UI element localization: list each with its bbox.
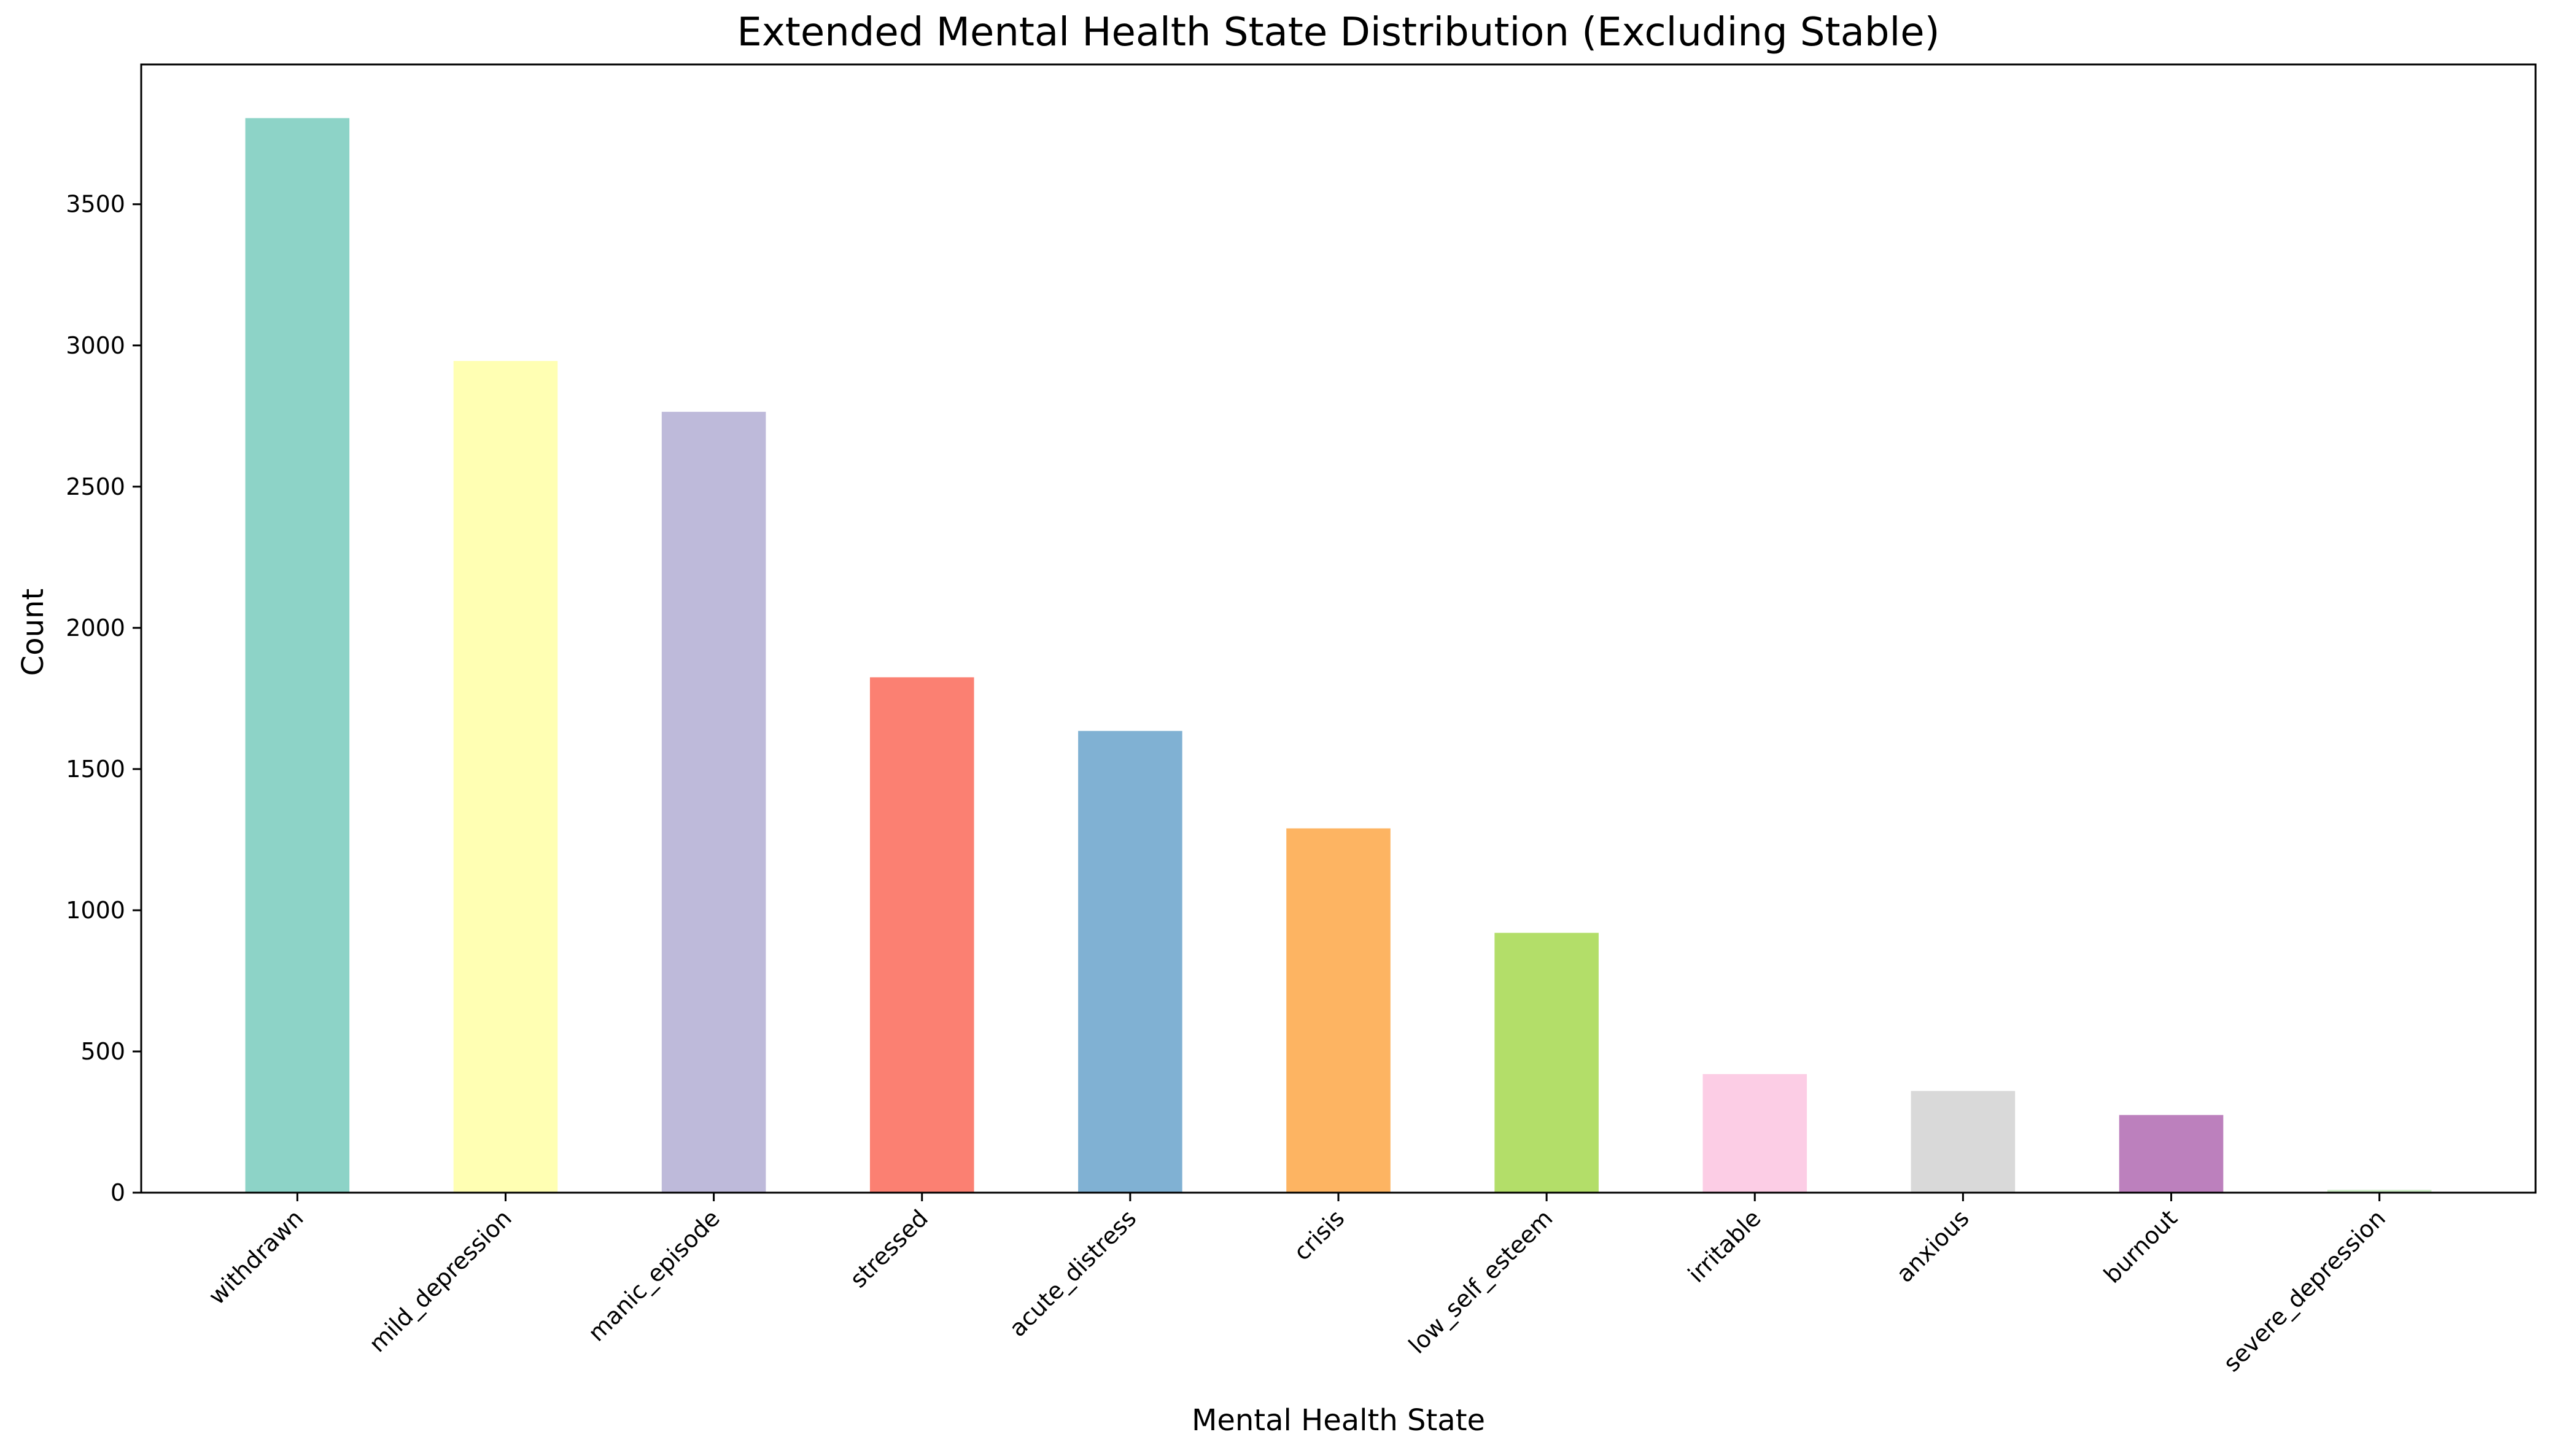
bar-acute-distress — [1078, 730, 1182, 1193]
bar-manic-episode — [661, 411, 766, 1193]
bars-group — [245, 118, 2432, 1193]
y-tick-label: 0 — [111, 1179, 125, 1206]
bar-low-self-esteem — [1494, 932, 1599, 1193]
bar-withdrawn — [245, 118, 350, 1193]
plot-frame — [140, 63, 2537, 1194]
bar-anxious — [1911, 1091, 2016, 1193]
y-tick-label: 1500 — [66, 756, 125, 783]
y-axis-label: Count — [16, 589, 50, 676]
y-tick-label: 500 — [80, 1038, 125, 1065]
bar-stressed — [869, 677, 974, 1193]
bar-crisis — [1286, 828, 1391, 1193]
bar-irritable — [1702, 1074, 1807, 1193]
bar-mild-depression — [453, 361, 558, 1193]
x-axis-label: Mental Health State — [1192, 1403, 1485, 1438]
y-tick-label: 3000 — [66, 332, 125, 359]
y-axis-ticks: 0 500 1000 1500 2000 2500 3000 3500 — [66, 191, 141, 1206]
y-tick-label: 2000 — [66, 614, 125, 641]
y-tick-label: 1000 — [66, 897, 125, 924]
y-tick-label: 2500 — [66, 473, 125, 500]
bar-severe-depression — [2327, 1190, 2432, 1193]
bar-burnout — [2119, 1115, 2224, 1193]
chart-title: Extended Mental Health State Distributio… — [737, 10, 1939, 55]
y-tick-label: 3500 — [66, 191, 125, 218]
